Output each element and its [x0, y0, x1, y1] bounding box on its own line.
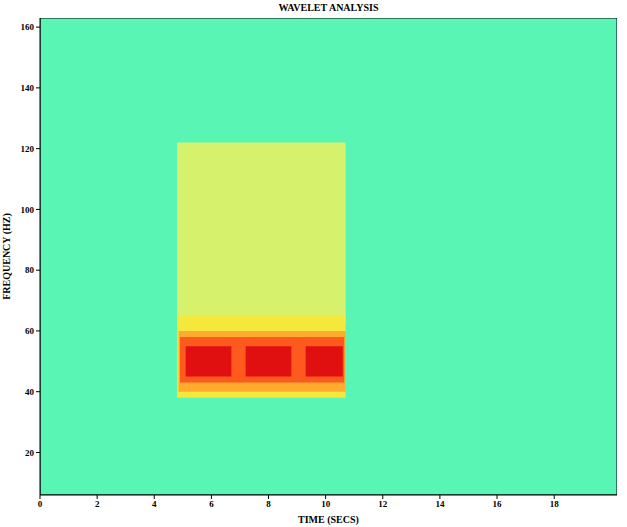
svg-text:8: 8	[266, 499, 271, 509]
html-text:WAVELET ANALYSIS: WAVELET ANALYSIS	[278, 2, 379, 13]
svg-text:TIME (SECS): TIME (SECS)	[298, 514, 359, 526]
svg-text:14: 14	[435, 499, 445, 509]
svg-text:140: 140	[21, 83, 35, 93]
svg-text:16: 16	[493, 499, 503, 509]
svg-text:18: 18	[550, 499, 560, 509]
svg-text:100: 100	[21, 205, 35, 215]
svg-text:4: 4	[152, 499, 157, 509]
svg-text:2: 2	[95, 499, 100, 509]
svg-text:20: 20	[25, 448, 35, 458]
svg-text:160: 160	[21, 22, 35, 32]
svg-text:6: 6	[209, 499, 214, 509]
svg-text:120: 120	[21, 144, 35, 154]
svg-text:60: 60	[25, 326, 35, 336]
svg-text:FREQUENCY (HZ): FREQUENCY (HZ)	[1, 213, 13, 300]
svg-text:12: 12	[378, 499, 388, 509]
svg-text:80: 80	[25, 265, 35, 275]
svg-text:10: 10	[321, 499, 331, 509]
svg-text:0: 0	[38, 499, 43, 509]
svg-text:40: 40	[25, 387, 35, 397]
